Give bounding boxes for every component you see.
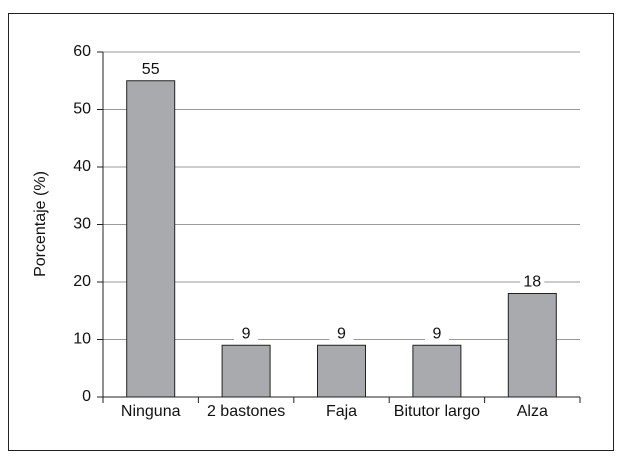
value-label: 9 [432, 325, 441, 342]
label-bg [138, 60, 163, 77]
x-tick-label: Alza [517, 403, 548, 420]
y-tick-label: 30 [73, 216, 91, 233]
y-tick-label: 40 [73, 158, 91, 175]
x-tick-label: Ninguna [121, 403, 181, 420]
bar [221, 344, 271, 398]
value-label: 55 [142, 61, 160, 78]
y-tick-label: 20 [73, 273, 91, 290]
y-tick-label: 10 [73, 331, 91, 348]
y-axis-label: Porcentaje (%) [32, 171, 49, 277]
bar [317, 344, 366, 398]
value-label: 9 [337, 325, 346, 342]
y-tick-label: 60 [73, 43, 91, 60]
frame [8, 13, 614, 451]
x-tick-label: Bitutor largo [394, 403, 480, 420]
y-tick-label: 50 [73, 101, 91, 118]
y-tick-label: 0 [82, 388, 91, 405]
label-bg [520, 273, 545, 290]
bar [507, 293, 557, 398]
x-tick-label: 2 bastones [207, 403, 285, 420]
value-label: 9 [242, 325, 251, 342]
bar [126, 80, 176, 398]
label-bg [329, 325, 354, 342]
label-bg [424, 325, 449, 342]
label-bg [234, 325, 259, 342]
bar [412, 344, 462, 398]
value-label: 18 [523, 274, 541, 291]
x-tick-label: Faja [326, 403, 357, 420]
